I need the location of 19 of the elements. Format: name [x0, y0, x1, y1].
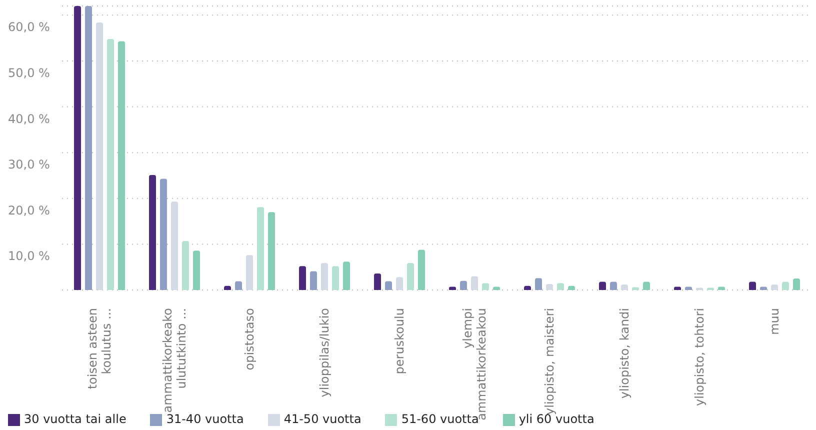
x-tick-label: yliopisto, tohtori — [692, 308, 706, 406]
legend-label: 30 vuotta tai alle — [24, 412, 126, 426]
x-tick-label: opistotaso — [242, 308, 256, 370]
x-tick-label: muu — [768, 308, 782, 335]
y-tick-label: 50,0 % — [8, 66, 50, 80]
legend-label: 51-60 vuotta — [401, 412, 479, 426]
x-tick-label: toisen asteen koulutus ... — [86, 308, 114, 390]
y-tick-label: 30,0 % — [8, 158, 50, 172]
y-tick-label: 60,0 % — [8, 20, 50, 34]
y-tick-label: 20,0 % — [8, 203, 50, 218]
x-tick-label: yliopisto, kandi — [618, 308, 632, 399]
x-tick-label: yliopisto, maisteri — [542, 308, 556, 415]
x-tick-label: ylioppilas/lukio — [318, 308, 332, 398]
x-tick-label: ammattikorkeako ulututkinto ... — [160, 308, 188, 413]
legend-label: 41-50 vuotta — [284, 412, 362, 426]
legend-label: 31-40 vuotta — [166, 412, 244, 426]
y-tick-label: 10,0 % — [8, 249, 50, 264]
x-tick-label: peruskoulu — [392, 308, 406, 374]
y-tick-label: 40,0 % — [8, 112, 50, 126]
